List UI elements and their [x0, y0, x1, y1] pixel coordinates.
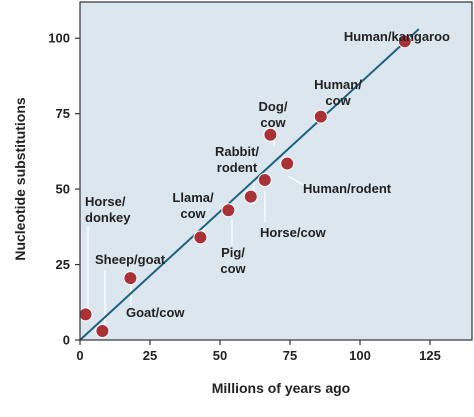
trend-line	[79, 28, 420, 341]
data-point	[78, 307, 93, 322]
y-tick-label: 50	[56, 182, 70, 197]
plot-frame	[79, 1, 473, 341]
data-point	[313, 109, 328, 124]
x-tick-label: 125	[419, 348, 441, 363]
plot-area	[80, 2, 472, 340]
point-label: Human/kangaroo	[344, 29, 450, 44]
data-point	[397, 34, 412, 49]
data-point	[221, 203, 236, 218]
point-label: Rabbit/rodent	[215, 144, 259, 175]
data-point	[193, 230, 208, 245]
data-point	[280, 156, 295, 171]
data-point	[123, 271, 138, 286]
x-tick-label: 50	[213, 348, 227, 363]
point-label: Dog/cow	[259, 99, 288, 130]
data-point	[257, 173, 272, 188]
point-label: Goat/cow	[126, 305, 185, 320]
axes: 0 25 50 75 100 125 0 25 50 75 100	[48, 1, 473, 363]
x-axis-title: Millions of years ago	[212, 380, 350, 396]
leader-line	[287, 175, 306, 187]
y-tick-label: 100	[48, 31, 70, 46]
point-label: Horse/cow	[260, 225, 327, 240]
x-tick-label: 100	[349, 348, 371, 363]
y-axis-title: Nucleotide substitutions	[12, 97, 28, 261]
point-label: Human/cow	[314, 77, 362, 108]
data-points	[78, 34, 412, 338]
point-labels: Horse/donkey Sheep/goat Goat/cow Llama/cowP…	[85, 29, 450, 320]
y-tick-label: 0	[63, 333, 70, 348]
point-label: Human/rodent	[303, 181, 392, 196]
point-label: Sheep/goat	[95, 252, 166, 267]
y-tick-label: 75	[56, 106, 70, 121]
point-label: Pig/cow	[220, 245, 246, 276]
x-tick-label: 75	[283, 348, 297, 363]
point-label: Llama/cow	[172, 190, 214, 221]
x-tick-label: 25	[143, 348, 157, 363]
point-label: Horse/donkey	[85, 194, 131, 225]
data-point	[95, 323, 110, 338]
data-point	[263, 127, 278, 142]
data-point	[243, 189, 258, 204]
y-tick-label: 25	[56, 257, 70, 272]
x-tick-label: 0	[76, 348, 83, 363]
